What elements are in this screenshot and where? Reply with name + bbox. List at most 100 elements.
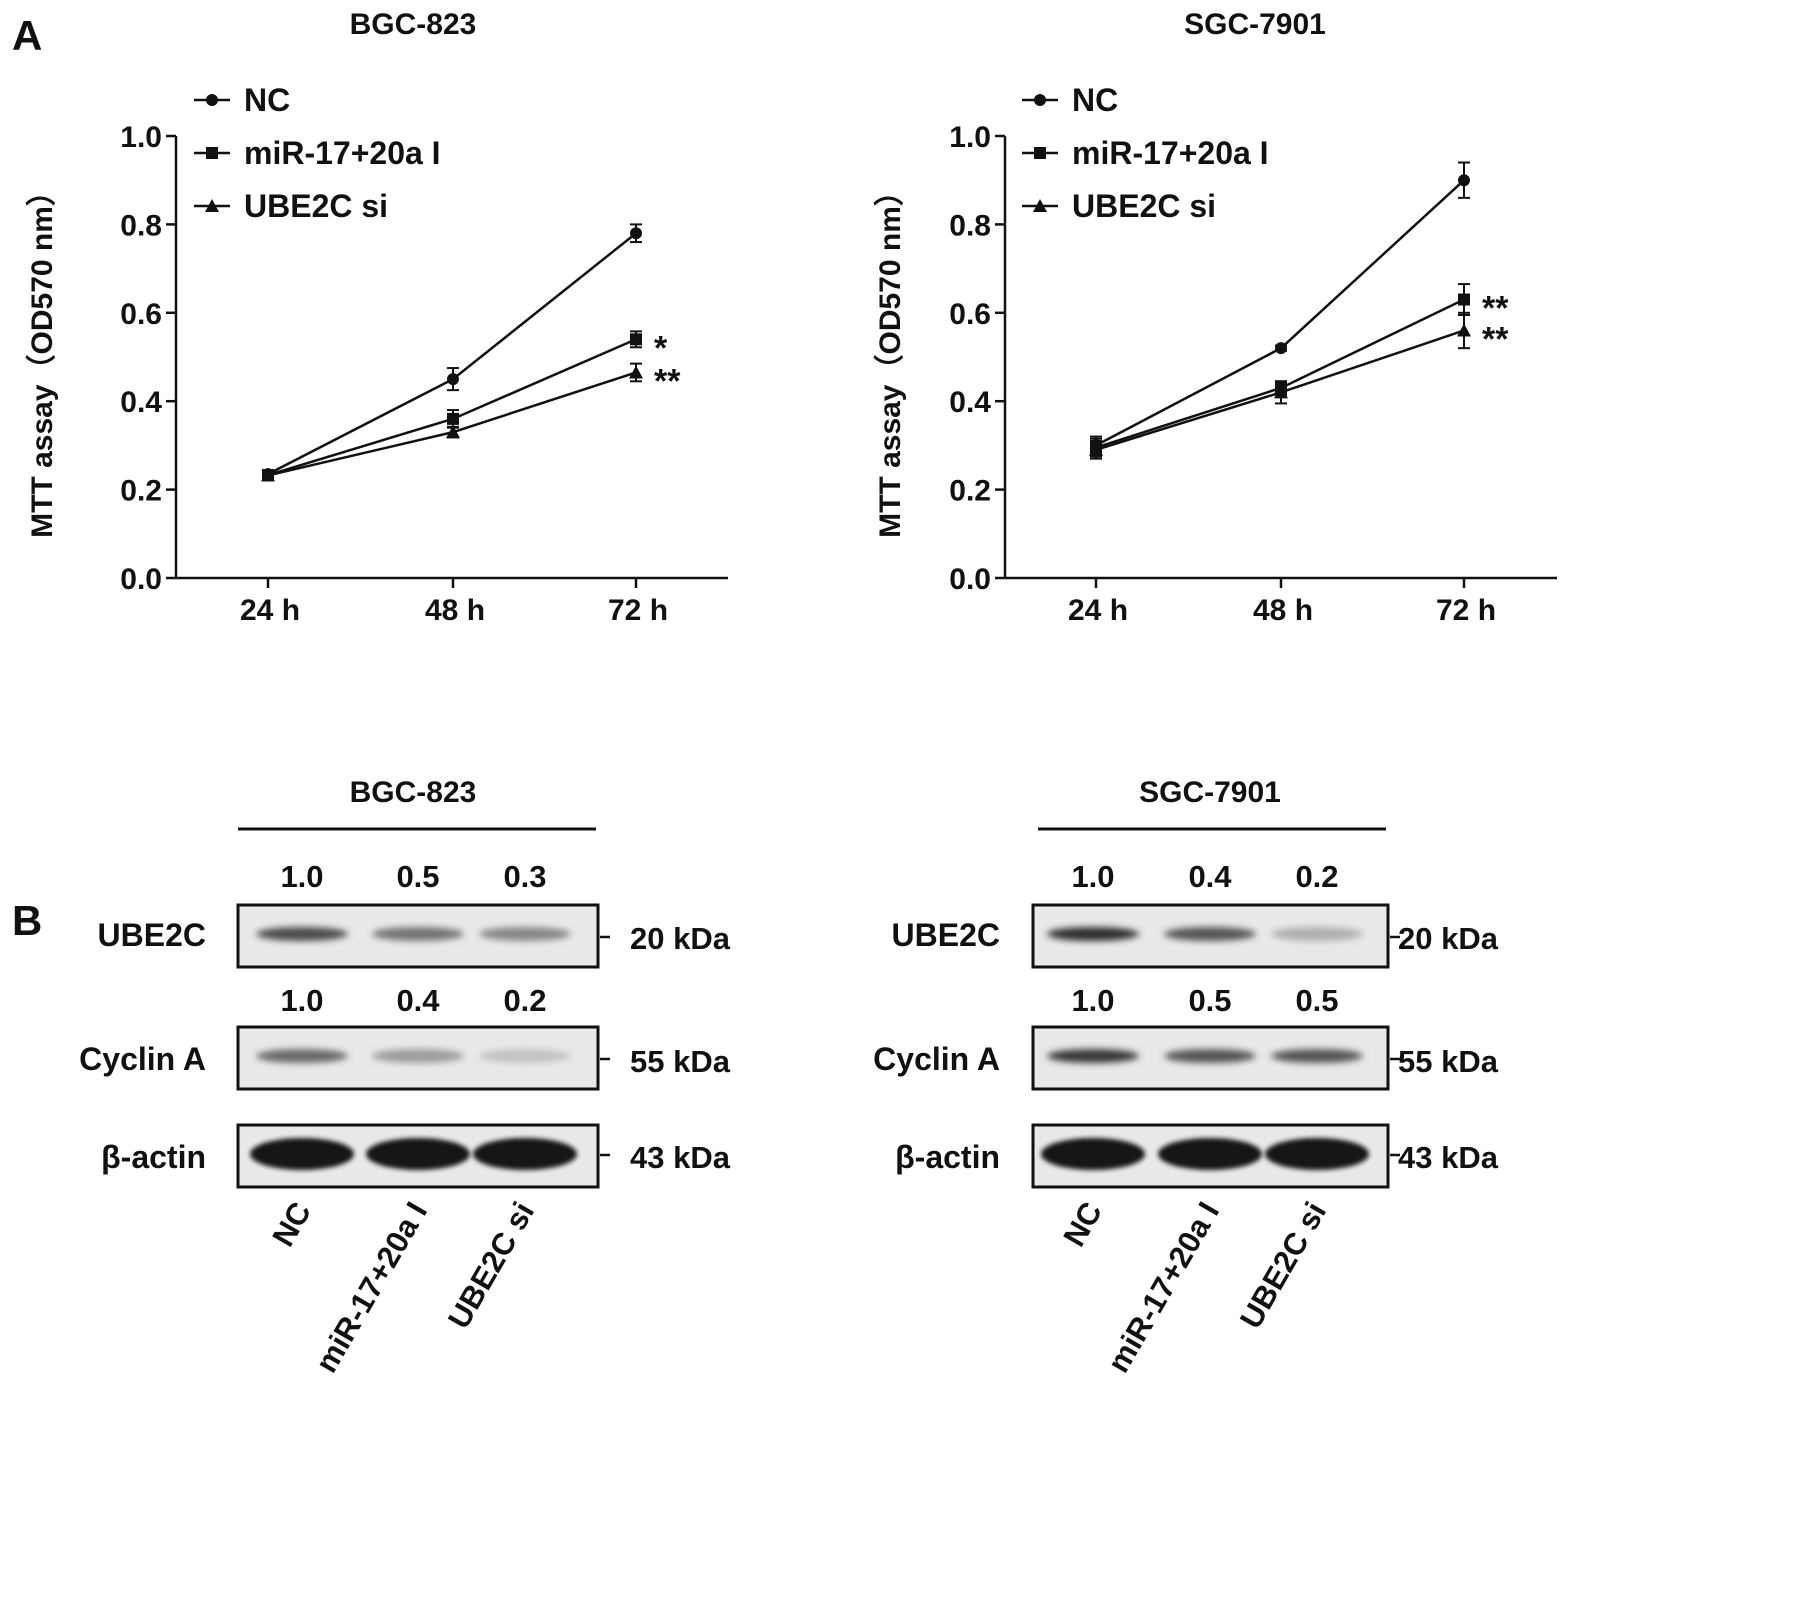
quant-value: 1.0 [280,983,323,1018]
legend-marker [206,147,218,159]
kda-label: 43 kDa [630,1140,731,1175]
legend-entry: NC [194,82,290,118]
quant-value: 0.2 [1295,859,1338,894]
data-point [630,333,642,346]
lane-label: UBE2C si [1233,1196,1333,1334]
protein-band [256,1049,348,1063]
western-blots: BGC-823 1.0 0.5 0.3 UBE2C 20 kDa 1.0 0.4 0.2 Cycl… [79,776,1499,1378]
chart-title: BGC-823 [350,8,477,41]
protein-label: Cyclin A [873,1041,1000,1077]
x-tick-label: 48 h [1253,594,1313,627]
series-line [267,338,637,477]
line-charts: BGC-823 0.0 0.2 0.4 0.6 0.8 1.0 24 h 48 h 72 h MTT… [25,8,1557,627]
y-tick-label: 0.6 [949,298,991,331]
blot-row: 1.0 0.4 0.2 UBE2C 20 kDa [892,859,1499,969]
protein-label: UBE2C [892,917,1000,953]
significance-label: ** [1482,290,1509,328]
protein-band [250,1138,354,1170]
y-tick-label: 0.0 [949,563,991,596]
legend-label: UBE2C si [244,188,388,224]
data-point [1458,174,1470,187]
data-point [629,365,643,379]
legend-entry: UBE2C si [1022,188,1216,224]
legend-label: miR-17+20a I [1072,135,1269,171]
protein-band [1041,1138,1145,1170]
protein-band [1047,1049,1139,1063]
quant-value: 0.3 [503,859,546,894]
blot-row: β-actin 43 kDa [895,1123,1499,1189]
y-tick-label: 0.6 [120,298,162,331]
series-3: ** [261,362,681,482]
protein-band [1265,1138,1369,1170]
protein-band [372,1049,464,1063]
quant-value: 1.0 [280,859,323,894]
x-tick-label: 24 h [1068,594,1128,627]
significance-label: ** [654,362,681,400]
y-tick-label: 0.0 [120,563,162,596]
quant-value: 0.4 [1188,859,1232,894]
y-tick-label: 1.0 [949,121,991,154]
protein-band [366,1138,470,1170]
legend-entry: miR-17+20a I [1022,135,1269,171]
legend-marker [205,199,219,212]
data-point [1089,442,1103,456]
significance-label: ** [1482,320,1509,358]
protein-band [1164,927,1256,941]
legend-marker [1033,199,1047,212]
series-2: * [262,329,668,482]
series-1 [262,223,642,481]
series-3: ** [1089,311,1509,460]
kda-label: 55 kDa [630,1044,731,1079]
protein-band [473,1138,577,1170]
protein-band [479,1049,571,1063]
blot-row: 1.0 0.5 0.5 Cyclin A 55 kDa [873,983,1499,1091]
y-tick-label: 0.2 [949,475,991,508]
lane-label: miR-17+20a I [1101,1196,1227,1378]
data-point [630,227,642,240]
significance-label: * [654,329,668,367]
series-2: ** [1090,283,1509,458]
western-blot-2: SGC-7901 1.0 0.4 0.2 UBE2C 20 kDa 1.0 0.5 0.5 Cyc… [873,776,1499,1378]
lane-label: UBE2C si [441,1196,541,1334]
kda-label: 55 kDa [1398,1044,1499,1079]
x-tick-label: 72 h [608,594,668,627]
protein-label: β-actin [895,1139,1000,1175]
legend-marker [206,94,218,106]
mtt-chart-1: BGC-823 0.0 0.2 0.4 0.6 0.8 1.0 24 h 48 h 72 h MTT… [25,8,728,627]
mtt-chart-2: SGC-7901 0.0 0.2 0.4 0.6 0.8 1.0 24 h 48 h 72 h MT… [873,8,1557,627]
protein-band [1158,1138,1262,1170]
blot-row: 1.0 0.5 0.3 UBE2C 20 kDa [98,859,731,969]
y-tick-label: 0.4 [949,386,991,419]
quant-value: 0.5 [396,859,439,894]
legend-label: miR-17+20a I [244,135,441,171]
y-tick-label: 0.8 [949,209,991,242]
data-point [447,373,459,386]
y-axis-label: MTT assay（OD570 nm） [873,176,907,538]
lane-label: NC [1056,1196,1109,1252]
lane-label: NC [265,1196,318,1252]
y-axis-label: MTT assay（OD570 nm） [25,176,59,538]
legend-marker [1034,94,1046,106]
x-tick-label: 24 h [240,594,300,627]
y-tick-label: 0.4 [120,386,162,419]
y-tick-label: 1.0 [120,121,162,154]
panel-a-label: A [12,12,42,59]
blot-title: BGC-823 [350,776,477,809]
western-blot-1: BGC-823 1.0 0.5 0.3 UBE2C 20 kDa 1.0 0.4 0.2 Cycl… [79,776,731,1378]
series-line [1095,298,1465,449]
y-tick-label: 0.8 [120,209,162,242]
data-point [1457,323,1471,337]
quant-value: 0.2 [503,983,546,1018]
y-tick-label: 0.2 [120,475,162,508]
protein-band [372,927,464,941]
legend-marker [1034,147,1046,159]
kda-label: 20 kDa [1398,921,1499,956]
x-tick-label: 72 h [1436,594,1496,627]
protein-band [1047,927,1139,941]
quant-value: 1.0 [1071,859,1114,894]
protein-label: UBE2C [98,917,206,953]
panel-b-label: B [12,897,42,944]
quant-value: 0.5 [1188,983,1231,1018]
legend-label: NC [1072,82,1118,118]
